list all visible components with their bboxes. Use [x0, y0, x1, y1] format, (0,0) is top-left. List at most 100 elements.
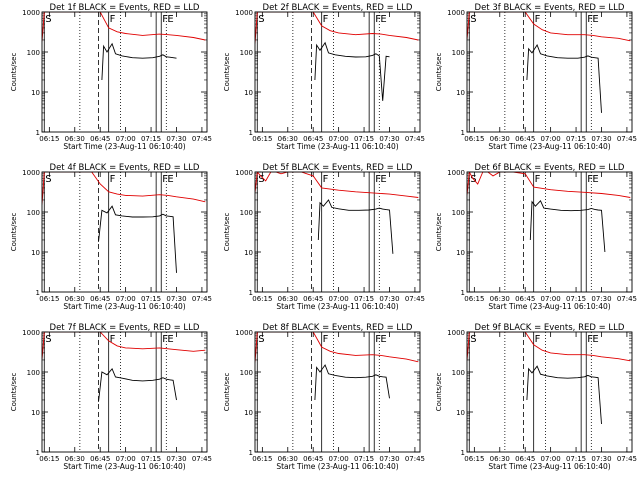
y-tick-label: 1000 — [22, 9, 40, 17]
x-tick-label: 07:30 — [379, 455, 399, 463]
event-marker-label: S — [45, 14, 51, 25]
y-tick-label: 1000 — [447, 9, 465, 17]
event-marker-label: F — [323, 174, 329, 185]
x-tick-label: 07:00 — [116, 295, 136, 303]
y-axis-label: Counts/sec — [435, 373, 443, 412]
x-tick-label: 07:00 — [541, 455, 561, 463]
plot-frame — [254, 171, 421, 293]
event-marker-label: F — [162, 14, 168, 25]
y-axis-label: Counts/sec — [10, 373, 18, 412]
x-tick-label: 07:45 — [192, 135, 212, 143]
x-tick-label: 07:45 — [405, 295, 425, 303]
x-tick-label: 07:45 — [192, 295, 212, 303]
x-tick-label: 06:45 — [303, 295, 323, 303]
y-axis-label: Counts/sec — [10, 53, 18, 92]
x-axis-label: Start Time (23-Aug-11 06:10:40) — [488, 462, 610, 471]
x-tick-label: 06:15 — [252, 455, 272, 463]
x-axis-label: Start Time (23-Aug-11 06:10:40) — [63, 302, 185, 311]
event-marker-label: S — [470, 334, 476, 345]
y-tick-label: 10 — [456, 89, 465, 97]
plot-frame — [466, 11, 633, 133]
x-tick-label: 06:30 — [65, 455, 85, 463]
y-tick-label: 1 — [461, 129, 465, 137]
y-tick-label: 1 — [249, 289, 253, 297]
event-marker-label: F — [587, 174, 593, 185]
y-axis-label: Counts/sec — [223, 213, 231, 252]
chart-panel: Det 2f BLACK = Events, RED = LLD 1 10 100 10… — [223, 3, 425, 151]
event-marker-label: E — [167, 174, 173, 185]
x-tick-label: 07:30 — [166, 135, 186, 143]
event-marker-label: F — [535, 14, 541, 25]
y-axis-label: Counts/sec — [435, 53, 443, 92]
chart-panel: Det 4f BLACK = Events, RED = LLD 1 10 100 10… — [10, 163, 212, 311]
x-tick-label: 06:30 — [278, 135, 298, 143]
x-tick-label: 06:45 — [90, 135, 110, 143]
events-series-line — [317, 199, 394, 254]
panel-title: Det 6f BLACK = Events, RED = LLD — [475, 163, 625, 173]
y-tick-label: 10 — [244, 89, 253, 97]
event-marker-label: E — [380, 174, 386, 185]
x-tick-label: 07:15 — [566, 295, 586, 303]
y-tick-label: 100 — [27, 49, 40, 57]
y-tick-label: 1 — [249, 129, 253, 137]
y-axis-label: Counts/sec — [223, 373, 231, 412]
x-tick-label: 07:30 — [591, 455, 611, 463]
plot-frame — [41, 171, 208, 293]
x-tick-label: 07:00 — [116, 455, 136, 463]
x-axis-label: Start Time (23-Aug-11 06:10:40) — [276, 142, 398, 151]
y-tick-label: 100 — [240, 369, 253, 377]
y-tick-label: 1000 — [235, 9, 253, 17]
y-tick-label: 100 — [27, 209, 40, 217]
y-tick-label: 10 — [244, 409, 253, 417]
y-tick-label: 10 — [244, 249, 253, 257]
event-marker-label: F — [110, 14, 116, 25]
x-tick-label: 06:30 — [490, 135, 510, 143]
panel-title: Det 3f BLACK = Events, RED = LLD — [475, 3, 625, 13]
x-tick-label: 07:30 — [166, 455, 186, 463]
y-tick-label: 100 — [240, 209, 253, 217]
event-marker-label: F — [162, 174, 168, 185]
event-marker-label: E — [592, 334, 598, 345]
plot-frame — [254, 331, 421, 453]
y-tick-label: 1 — [461, 449, 465, 457]
lld-series-line — [467, 332, 631, 362]
chart-panel: Det 9f BLACK = Events, RED = LLD 1 10 100 10… — [435, 323, 637, 471]
x-tick-label: 06:15 — [464, 295, 484, 303]
x-tick-label: 07:45 — [617, 135, 637, 143]
lld-series-line — [255, 172, 419, 198]
x-tick-label: 07:15 — [141, 295, 161, 303]
y-tick-label: 1 — [461, 289, 465, 297]
event-marker-label: E — [167, 334, 173, 345]
x-tick-label: 07:15 — [354, 135, 374, 143]
x-tick-label: 06:15 — [39, 295, 59, 303]
plot-frame — [466, 331, 633, 453]
x-axis-label: Start Time (23-Aug-11 06:10:40) — [488, 302, 610, 311]
x-tick-label: 06:15 — [39, 135, 59, 143]
x-tick-label: 06:15 — [252, 135, 272, 143]
event-marker-label: E — [592, 174, 598, 185]
x-tick-label: 06:45 — [515, 295, 535, 303]
x-tick-label: 06:30 — [65, 135, 85, 143]
x-tick-label: 07:30 — [166, 295, 186, 303]
x-tick-label: 07:00 — [116, 135, 136, 143]
panel-title: Det 7f BLACK = Events, RED = LLD — [50, 323, 200, 333]
y-axis-label: Counts/sec — [435, 213, 443, 252]
x-tick-label: 07:30 — [591, 135, 611, 143]
x-tick-label: 07:15 — [566, 455, 586, 463]
y-tick-label: 1 — [36, 289, 40, 297]
event-marker-label: F — [323, 14, 329, 25]
x-tick-label: 07:45 — [192, 455, 212, 463]
x-tick-label: 07:15 — [141, 455, 161, 463]
x-tick-label: 06:45 — [515, 455, 535, 463]
y-tick-label: 10 — [31, 409, 40, 417]
event-marker-label: S — [45, 174, 51, 185]
x-tick-label: 07:00 — [329, 135, 349, 143]
event-marker-label: F — [587, 334, 593, 345]
lld-series-line — [42, 332, 206, 361]
x-tick-label: 06:45 — [515, 135, 535, 143]
events-series-line — [526, 44, 602, 113]
event-marker-label: F — [323, 334, 329, 345]
y-tick-label: 10 — [31, 249, 40, 257]
x-tick-label: 07:15 — [566, 135, 586, 143]
